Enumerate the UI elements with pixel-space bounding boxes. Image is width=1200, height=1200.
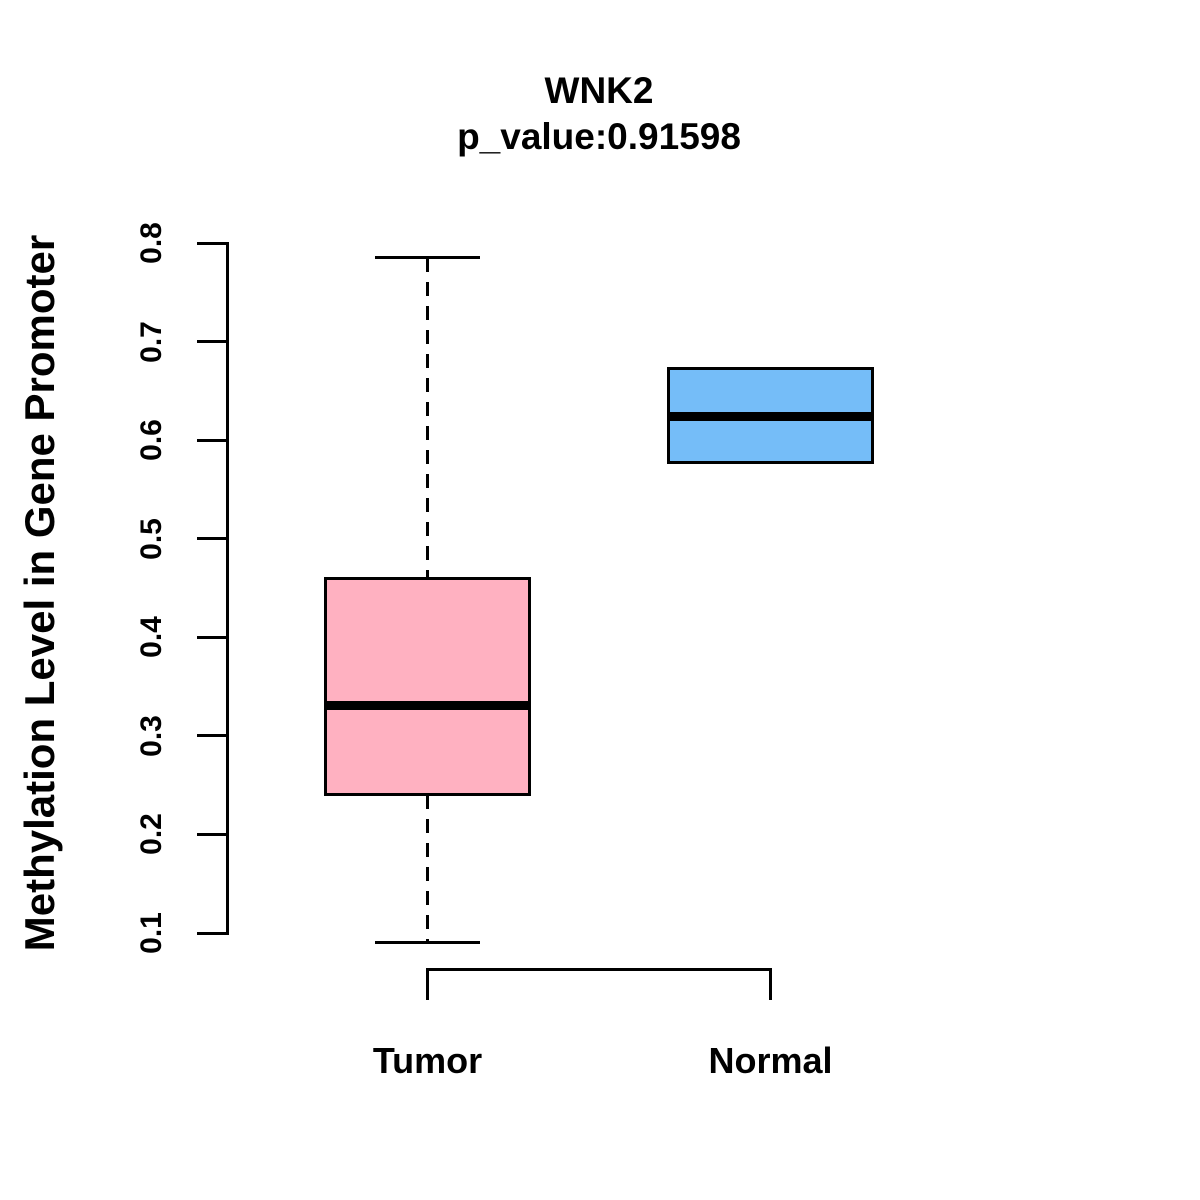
median-line (327, 700, 528, 710)
box-tumor (324, 576, 531, 797)
y-tick-mark (197, 635, 226, 639)
group-label-normal: Normal (708, 1040, 833, 1081)
x-axis-tick (769, 967, 772, 1000)
y-tick-mark (197, 931, 226, 935)
y-tick-mark (197, 438, 226, 442)
y-tick-label: 0.5 (135, 517, 168, 560)
lower-whisker-cap (375, 941, 480, 945)
y-tick-label: 0.3 (135, 714, 168, 757)
chart-title: WNK2 (544, 70, 654, 111)
y-tick-label: 0.6 (135, 419, 168, 461)
y-tick-mark (197, 734, 226, 738)
y-tick-mark (197, 537, 226, 541)
y-tick-mark (197, 340, 226, 344)
y-tick-label: 0.4 (135, 616, 168, 659)
y-tick-label: 0.2 (135, 813, 168, 856)
y-tick-label: 0.1 (135, 912, 168, 954)
y-tick-label: 0.8 (135, 222, 168, 264)
x-axis-line (427, 967, 771, 971)
group-label-tumor: Tumor (372, 1040, 483, 1081)
y-axis-label: Methylation Level in Gene Promoter (16, 234, 63, 952)
y-axis-line (226, 241, 229, 935)
median-line (670, 411, 871, 421)
upper-whisker (426, 257, 429, 579)
x-axis-tick (426, 967, 429, 1000)
y-tick-mark (197, 241, 226, 245)
upper-whisker-cap (375, 256, 480, 260)
y-tick-mark (197, 832, 226, 836)
lower-whisker (426, 795, 429, 943)
chart-subtitle-pvalue: p_value:0.91598 (457, 116, 741, 157)
y-tick-label: 0.7 (135, 320, 168, 363)
